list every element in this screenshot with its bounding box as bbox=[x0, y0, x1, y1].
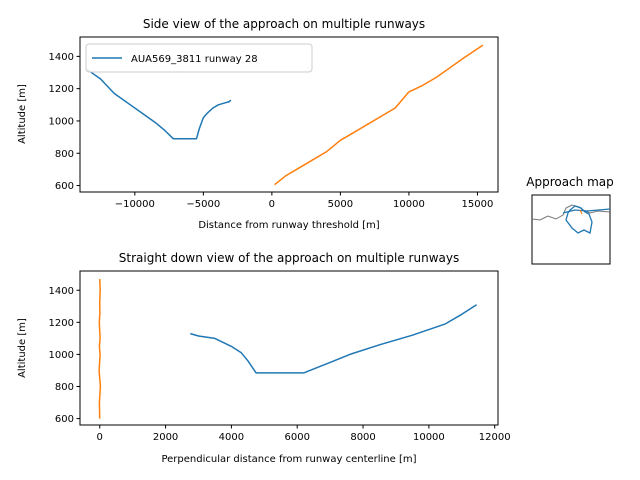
top-ytick-label: 600 bbox=[55, 414, 74, 425]
approach-map-title: Approach map bbox=[526, 175, 614, 189]
top-xtick-label: 0 bbox=[97, 432, 103, 443]
approach-map-panel: Approach map bbox=[526, 175, 614, 265]
top-view-frame bbox=[79, 270, 499, 426]
side-ytick-label: 1000 bbox=[49, 116, 74, 127]
top-view-xlabel: Perpendicular distance from runway cente… bbox=[161, 454, 416, 465]
map-blue-track bbox=[562, 205, 611, 234]
side-xtick-label: 10000 bbox=[393, 199, 425, 210]
side-view-plot-area bbox=[86, 44, 484, 186]
side-view-panel: Side view of the approach on multiple ru… bbox=[17, 17, 499, 231]
top-view-title: Straight down view of the approach on mu… bbox=[119, 251, 459, 265]
side-view-frame bbox=[79, 36, 499, 193]
top-view-panel: Straight down view of the approach on mu… bbox=[17, 251, 511, 465]
approach-map-tracks bbox=[531, 204, 611, 234]
top-ytick-label: 1200 bbox=[49, 318, 74, 329]
top-view-plot-area bbox=[98, 278, 478, 419]
top-ytick-label: 1000 bbox=[49, 350, 74, 361]
side-ytick-label: 1400 bbox=[49, 52, 74, 63]
top-xtick-label: 10000 bbox=[413, 432, 445, 443]
top-view-ylabel: Altitude [m] bbox=[17, 318, 28, 378]
side-view-title: Side view of the approach on multiple ru… bbox=[143, 17, 425, 31]
top-ytick-label: 1400 bbox=[49, 286, 74, 297]
side-ytick-label: 600 bbox=[55, 181, 74, 192]
side-xtick-label: 0 bbox=[269, 199, 275, 210]
top-xtick-label: 2000 bbox=[153, 432, 178, 443]
top-series-line-2 bbox=[98, 278, 102, 419]
legend-box bbox=[85, 43, 313, 73]
side-view-x-ticks: −10000 −5000 0 5000 10000 15000 bbox=[115, 192, 494, 210]
side-xtick-label: −10000 bbox=[115, 199, 155, 210]
map-orange-track bbox=[579, 209, 583, 215]
top-series-line-1 bbox=[190, 304, 478, 374]
top-xtick-label: 8000 bbox=[350, 432, 375, 443]
top-xtick-label: 4000 bbox=[219, 432, 244, 443]
side-xtick-label: 5000 bbox=[328, 199, 353, 210]
side-ytick-label: 1200 bbox=[49, 84, 74, 95]
legend: AUA569_3811 runway 28 bbox=[85, 43, 313, 73]
side-series-line-1 bbox=[86, 68, 232, 140]
side-view-ylabel: Altitude [m] bbox=[17, 84, 28, 144]
top-xtick-label: 6000 bbox=[285, 432, 310, 443]
approach-map-frame bbox=[531, 194, 611, 265]
top-view-x-ticks: 0 2000 4000 6000 8000 10000 12000 bbox=[97, 425, 511, 443]
legend-entry: AUA569_3811 runway 28 bbox=[131, 54, 258, 65]
side-ytick-label: 800 bbox=[55, 149, 74, 160]
side-series-line-2 bbox=[274, 44, 484, 186]
side-view-xlabel: Distance from runway threshold [m] bbox=[198, 220, 379, 231]
top-view-y-ticks: 600 800 1000 1200 1400 bbox=[49, 286, 80, 425]
map-gray-track bbox=[531, 204, 611, 221]
side-xtick-label: 15000 bbox=[462, 199, 494, 210]
side-xtick-label: −5000 bbox=[186, 199, 220, 210]
top-ytick-label: 800 bbox=[55, 382, 74, 393]
top-xtick-label: 12000 bbox=[479, 432, 511, 443]
side-view-y-ticks: 600 800 1000 1200 1400 bbox=[49, 52, 80, 192]
